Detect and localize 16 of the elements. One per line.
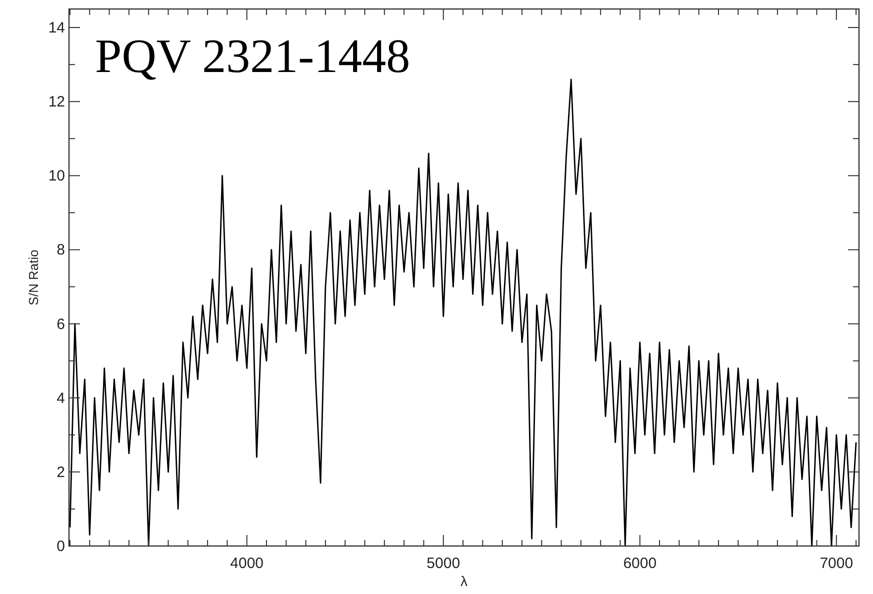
x-tick-label: 4000: [230, 555, 264, 572]
y-tick-label: 14: [48, 20, 65, 37]
y-tick-label: 4: [56, 390, 65, 407]
y-axis-title: S/N Ratio: [26, 250, 41, 306]
y-tick-label: 12: [48, 94, 65, 111]
y-tick-label: 0: [56, 538, 65, 555]
x-tick-label: 5000: [426, 555, 460, 572]
y-tick-label: 8: [56, 242, 65, 259]
chart-title: PQV 2321-1448: [95, 30, 410, 83]
x-tick-label: 6000: [623, 555, 657, 572]
y-tick-label: 2: [56, 464, 65, 481]
y-tick-label: 6: [56, 316, 65, 333]
y-tick-label: 10: [48, 168, 65, 185]
line-series: [69, 78, 857, 547]
x-tick-label: 7000: [820, 555, 854, 572]
x-axis-title: λ: [460, 573, 468, 589]
